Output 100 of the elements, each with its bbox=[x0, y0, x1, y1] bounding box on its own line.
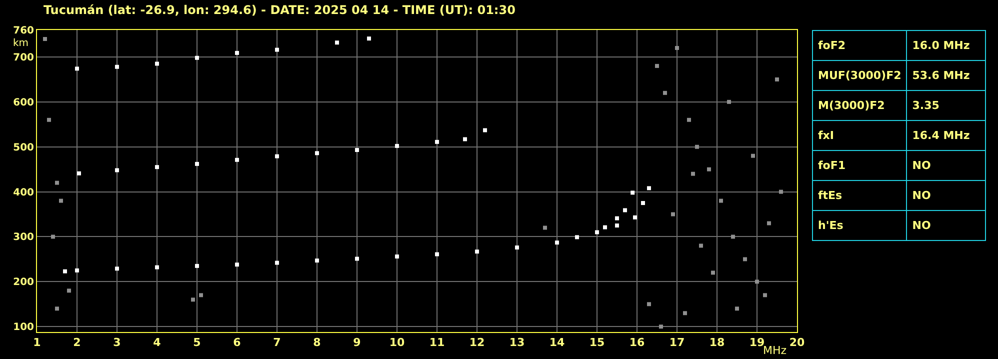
point bbox=[155, 265, 159, 270]
point bbox=[727, 100, 731, 104]
point bbox=[55, 306, 59, 311]
point bbox=[691, 172, 695, 176]
y-tick-label: 100 bbox=[13, 322, 34, 334]
point bbox=[77, 171, 81, 176]
point bbox=[743, 257, 747, 262]
x-tick-label: 14 bbox=[549, 336, 565, 350]
point bbox=[641, 201, 645, 206]
point bbox=[475, 250, 479, 254]
x-tick-label: 13 bbox=[509, 336, 525, 350]
x-tick-label: 5 bbox=[193, 336, 201, 350]
point bbox=[615, 223, 619, 228]
point bbox=[115, 168, 119, 172]
y-axis-title: km bbox=[13, 38, 29, 49]
point bbox=[43, 36, 47, 41]
x-tick-label: 16 bbox=[629, 336, 645, 350]
point bbox=[199, 293, 203, 298]
point bbox=[595, 230, 599, 234]
text: ftEs bbox=[812, 180, 907, 210]
x-tick-label: 2 bbox=[73, 336, 81, 350]
point bbox=[355, 256, 359, 261]
point bbox=[115, 64, 119, 69]
text: 53.6 MHz bbox=[906, 60, 986, 90]
x-tick-label: 17 bbox=[669, 336, 685, 350]
x-tick-label: 1 bbox=[33, 336, 41, 350]
y-tick-label: 500 bbox=[13, 142, 34, 154]
point bbox=[115, 266, 119, 271]
x-tick-label: 4 bbox=[153, 336, 162, 350]
point bbox=[647, 302, 651, 306]
y-tick-label: 200 bbox=[13, 277, 34, 288]
point bbox=[623, 208, 627, 212]
x-tick-label: 15 bbox=[589, 336, 605, 350]
x-tick-label: 10 bbox=[389, 336, 405, 350]
x-tick-label: 20 bbox=[789, 336, 805, 350]
point bbox=[195, 56, 199, 60]
point bbox=[235, 262, 239, 267]
point bbox=[699, 244, 703, 248]
x-tick-label: 6 bbox=[233, 336, 242, 350]
point bbox=[687, 118, 691, 122]
point bbox=[615, 216, 619, 220]
point bbox=[543, 226, 547, 230]
x-axis-title: MHz bbox=[763, 344, 787, 357]
point bbox=[655, 64, 659, 68]
x-tick-label: 11 bbox=[429, 336, 445, 350]
x-tick-label: 12 bbox=[469, 336, 485, 350]
point bbox=[435, 140, 439, 144]
point bbox=[75, 66, 79, 71]
point bbox=[683, 311, 687, 316]
x-tick-label: 7 bbox=[273, 336, 281, 350]
point bbox=[275, 260, 279, 265]
point bbox=[707, 167, 711, 172]
point bbox=[155, 62, 159, 66]
point bbox=[767, 221, 771, 226]
text: M(3000)F2 bbox=[812, 90, 907, 120]
point bbox=[67, 288, 71, 293]
point bbox=[195, 264, 199, 268]
x-tick-label: 9 bbox=[353, 336, 361, 350]
point bbox=[731, 234, 735, 239]
point bbox=[603, 225, 607, 230]
point bbox=[671, 212, 675, 216]
text: NO bbox=[906, 210, 986, 240]
point bbox=[63, 269, 67, 274]
x-tick-label: 3 bbox=[113, 336, 121, 350]
point bbox=[647, 186, 651, 190]
point bbox=[633, 215, 637, 220]
point bbox=[47, 118, 51, 122]
y-tick-label: 300 bbox=[13, 232, 34, 244]
point bbox=[315, 151, 319, 156]
text: h'Es bbox=[812, 210, 907, 240]
point bbox=[675, 46, 679, 50]
point bbox=[515, 246, 519, 250]
point bbox=[751, 154, 755, 158]
point bbox=[575, 235, 579, 240]
text: foF1 bbox=[812, 150, 907, 180]
point bbox=[315, 258, 319, 263]
point bbox=[395, 254, 399, 258]
point bbox=[763, 293, 767, 298]
y-tick-label: 760 bbox=[13, 26, 34, 36]
point bbox=[275, 154, 279, 158]
point bbox=[630, 190, 635, 195]
point bbox=[367, 36, 371, 41]
point bbox=[659, 324, 663, 329]
text: MUF(3000)F2 bbox=[812, 60, 907, 90]
point bbox=[711, 270, 715, 275]
point bbox=[355, 148, 359, 152]
point bbox=[191, 298, 195, 302]
y-tick-label: 600 bbox=[13, 97, 34, 108]
x-tick-label: 19 bbox=[749, 336, 765, 350]
point bbox=[195, 162, 199, 166]
text: 16.4 MHz bbox=[906, 120, 986, 150]
point bbox=[463, 137, 467, 142]
y-tick-label: 400 bbox=[13, 187, 34, 198]
point bbox=[735, 306, 739, 311]
text: NO bbox=[906, 150, 986, 180]
point bbox=[275, 48, 279, 52]
point bbox=[719, 198, 723, 203]
point bbox=[695, 144, 699, 149]
point bbox=[75, 268, 79, 272]
x-tick-label: 8 bbox=[313, 336, 321, 350]
